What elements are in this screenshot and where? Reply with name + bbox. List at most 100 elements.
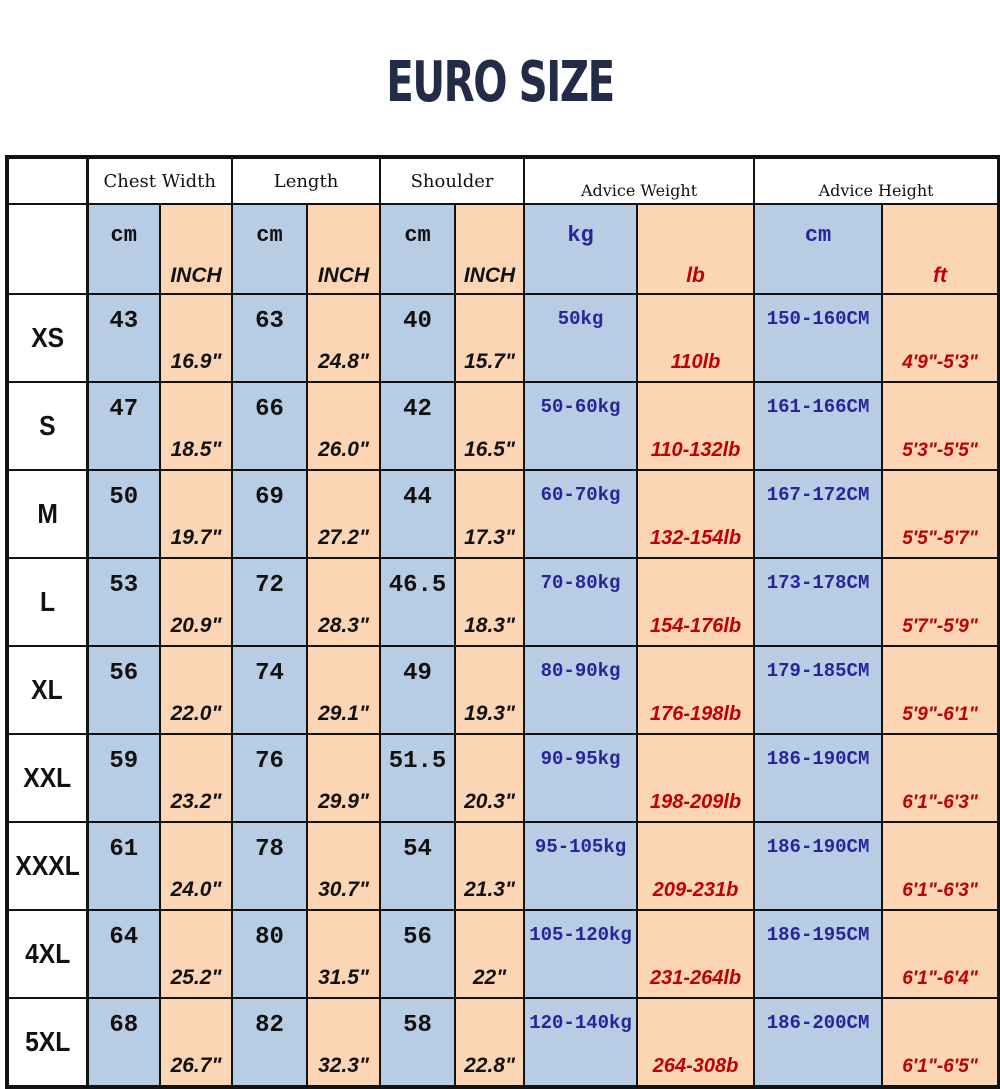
corner-cell	[5, 155, 89, 205]
height-cm-value: 167-172CM	[753, 469, 884, 559]
chest-inch-value: 26.7"	[159, 997, 233, 1089]
table-row-4xl: 4XL 64 25.2" 80 31.5" 56 22" 105-120kg 2…	[5, 909, 1000, 999]
weight-lb-value: 132-154lb	[636, 469, 756, 559]
size-label: XS	[5, 293, 89, 383]
height-cm-unit: cm	[753, 203, 884, 295]
table-row-xxxl: XXXL 61 24.0" 78 30.7" 54 21.3" 95-105kg…	[5, 821, 1000, 911]
shoulder-cm-value: 46.5	[379, 557, 457, 647]
height-ft-value: 5'7"-5'9"	[881, 557, 1000, 647]
height-ft-unit: ft	[881, 203, 1000, 295]
weight-lb-value: 264-308b	[636, 997, 756, 1089]
chest-cm-value: 53	[86, 557, 161, 647]
length-inch-value: 27.2"	[306, 469, 382, 559]
group-header-advice-weight: Advice Weight	[523, 155, 756, 205]
size-text: XXXL	[15, 850, 80, 881]
length-cm-value: 78	[231, 821, 308, 911]
shoulder-inch-value: 22"	[454, 909, 526, 999]
size-text: XXL	[23, 762, 72, 793]
length-cm-value: 66	[231, 381, 308, 471]
length-cm-value: 72	[231, 557, 308, 647]
chest-cm-value: 61	[86, 821, 161, 911]
weight-kg-value: 120-140kg	[523, 997, 639, 1089]
shoulder-cm-value: 58	[379, 997, 457, 1089]
height-ft-value: 4'9"-5'3"	[881, 293, 1000, 383]
weight-kg-value: 70-80kg	[523, 557, 639, 647]
weight-lb-value: 154-176lb	[636, 557, 756, 647]
group-header-chest-width: Chest Width	[86, 155, 233, 205]
length-inch-unit: INCH	[306, 203, 382, 295]
length-cm-unit: cm	[231, 203, 308, 295]
shoulder-inch-value: 16.5"	[454, 381, 526, 471]
shoulder-inch-value: 21.3"	[454, 821, 526, 911]
shoulder-inch-value: 22.8"	[454, 997, 526, 1089]
shoulder-cm-value: 54	[379, 821, 457, 911]
length-inch-value: 31.5"	[306, 909, 382, 999]
shoulder-inch-value: 17.3"	[454, 469, 526, 559]
height-cm-value: 186-195CM	[753, 909, 884, 999]
size-text: XL	[31, 674, 63, 705]
size-label: 5XL	[5, 997, 89, 1089]
chest-inch-value: 19.7"	[159, 469, 233, 559]
length-cm-value: 74	[231, 645, 308, 735]
table-row-xl: XL 56 22.0" 74 29.1" 49 19.3" 80-90kg 17…	[5, 645, 1000, 735]
chest-inch-value: 25.2"	[159, 909, 233, 999]
chest-cm-value: 47	[86, 381, 161, 471]
shoulder-cm-value: 42	[379, 381, 457, 471]
length-inch-value: 32.3"	[306, 997, 382, 1089]
height-cm-value: 179-185CM	[753, 645, 884, 735]
shoulder-cm-value: 51.5	[379, 733, 457, 823]
chest-inch-value: 16.9"	[159, 293, 233, 383]
shoulder-cm-value: 44	[379, 469, 457, 559]
chest-cm-unit: cm	[86, 203, 161, 295]
length-inch-value: 29.9"	[306, 733, 382, 823]
length-cm-value: 63	[231, 293, 308, 383]
weight-kg-value: 60-70kg	[523, 469, 639, 559]
height-cm-value: 150-160CM	[753, 293, 884, 383]
size-text: L	[39, 586, 55, 617]
shoulder-inch-value: 20.3"	[454, 733, 526, 823]
length-cm-value: 80	[231, 909, 308, 999]
size-label: XXL	[5, 733, 89, 823]
unit-header-row: cm INCH cm INCH cm INCH kg lb cm ft	[5, 203, 1000, 295]
length-inch-value: 29.1"	[306, 645, 382, 735]
weight-kg-value: 50kg	[523, 293, 639, 383]
chest-cm-value: 43	[86, 293, 161, 383]
group-header-shoulder: Shoulder	[379, 155, 526, 205]
shoulder-inch-value: 18.3"	[454, 557, 526, 647]
page-title-text: EURO SIZE	[386, 50, 615, 115]
shoulder-cm-value: 56	[379, 909, 457, 999]
height-ft-value: 6'1"-6'5"	[881, 997, 1000, 1089]
size-text: 5XL	[24, 1026, 70, 1057]
height-cm-value: 186-190CM	[753, 821, 884, 911]
shoulder-cm-value: 40	[379, 293, 457, 383]
weight-lb-unit: lb	[636, 203, 756, 295]
height-ft-value: 5'9"-6'1"	[881, 645, 1000, 735]
shoulder-inch-unit: INCH	[454, 203, 526, 295]
length-inch-value: 26.0"	[306, 381, 382, 471]
weight-lb-value: 231-264lb	[636, 909, 756, 999]
weight-kg-value: 95-105kg	[523, 821, 639, 911]
size-text: M	[36, 498, 58, 529]
length-cm-value: 82	[231, 997, 308, 1089]
chest-inch-value: 24.0"	[159, 821, 233, 911]
shoulder-inch-value: 15.7"	[454, 293, 526, 383]
height-ft-value: 6'1"-6'4"	[881, 909, 1000, 999]
length-cm-value: 69	[231, 469, 308, 559]
group-header-length: Length	[230, 155, 382, 205]
weight-lb-value: 198-209lb	[636, 733, 756, 823]
size-label: S	[5, 381, 89, 471]
height-cm-value: 173-178CM	[753, 557, 884, 647]
length-inch-value: 24.8"	[306, 293, 382, 383]
size-text: 4XL	[24, 938, 70, 969]
weight-lb-value: 209-231b	[636, 821, 756, 911]
weight-lb-value: 176-198lb	[636, 645, 756, 735]
table-row-xxl: XXL 59 23.2" 76 29.9" 51.5 20.3" 90-95kg…	[5, 733, 1000, 823]
height-ft-value: 5'3"-5'5"	[881, 381, 1000, 471]
page-title: EURO SIZE	[0, 50, 1000, 115]
chest-inch-value: 23.2"	[159, 733, 233, 823]
size-label: XL	[5, 645, 89, 735]
table-row-m: M 50 19.7" 69 27.2" 44 17.3" 60-70kg 132…	[5, 469, 1000, 559]
chest-inch-value: 18.5"	[159, 381, 233, 471]
chest-cm-value: 50	[86, 469, 161, 559]
group-header-advice-height: Advice Height	[753, 155, 1000, 205]
